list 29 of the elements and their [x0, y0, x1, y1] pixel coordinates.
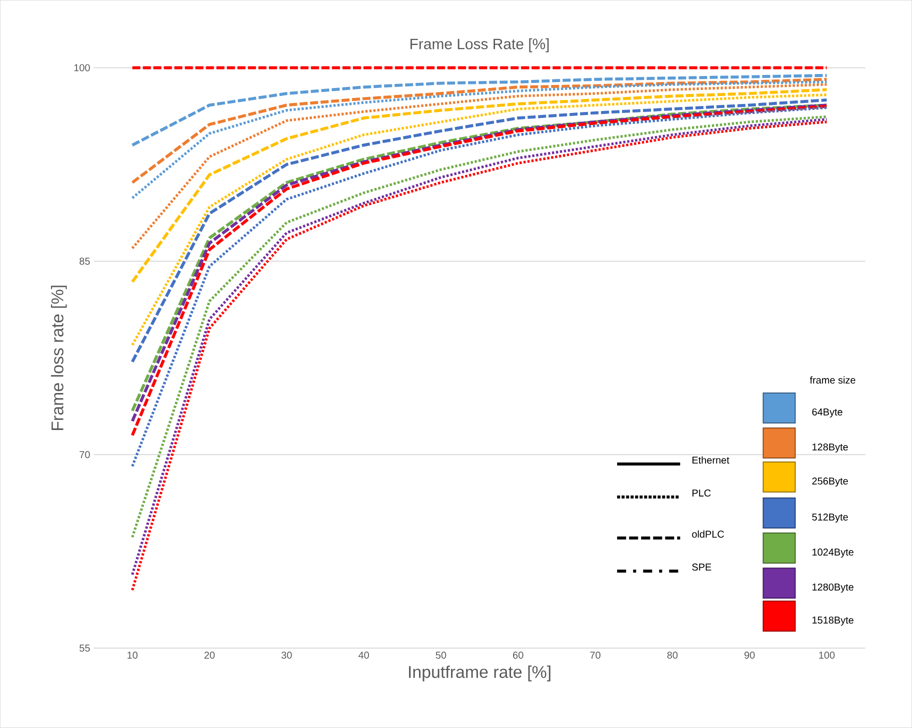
annotation: 256Byte [812, 478, 848, 487]
x-tick-label: 40 [358, 652, 369, 659]
y-axis-title: Frame loss rate [%] [50, 286, 67, 430]
y-tick-label: 100 [74, 64, 90, 72]
x-tick-label: 100 [819, 652, 835, 659]
y-tick-label: 70 [80, 451, 90, 458]
chart-title: Frame Loss Rate [%] [410, 38, 549, 52]
x-tick-label: 90 [744, 652, 755, 659]
x-tick-label: 30 [281, 652, 292, 659]
x-tick-label: 10 [128, 652, 138, 659]
x-tick-label: 60 [513, 652, 524, 659]
annotation: 512Byte [812, 514, 848, 523]
annotation: 128Byte [812, 444, 848, 453]
legend-title: frame size [810, 376, 856, 384]
x-tick-label: 70 [590, 652, 600, 659]
annotation: oldPLC [692, 530, 724, 538]
annotation: Ethernet [692, 456, 730, 464]
annotation: PLC [692, 490, 711, 497]
x-tick-label: 20 [204, 652, 215, 659]
annotation: 1280Byte [812, 584, 854, 593]
x-tick-label: 50 [436, 652, 446, 659]
annotation: 1024Byte [812, 548, 854, 558]
y-tick-label: 85 [80, 258, 90, 265]
y-tick-label: 55 [80, 644, 90, 652]
x-tick-label: 80 [667, 652, 678, 659]
x-axis-title: Inputframe rate [%] [409, 666, 550, 682]
annotation: 64Byte [812, 408, 842, 418]
annotation: 1518Byte [812, 616, 854, 626]
annotation: SPE [692, 564, 712, 571]
